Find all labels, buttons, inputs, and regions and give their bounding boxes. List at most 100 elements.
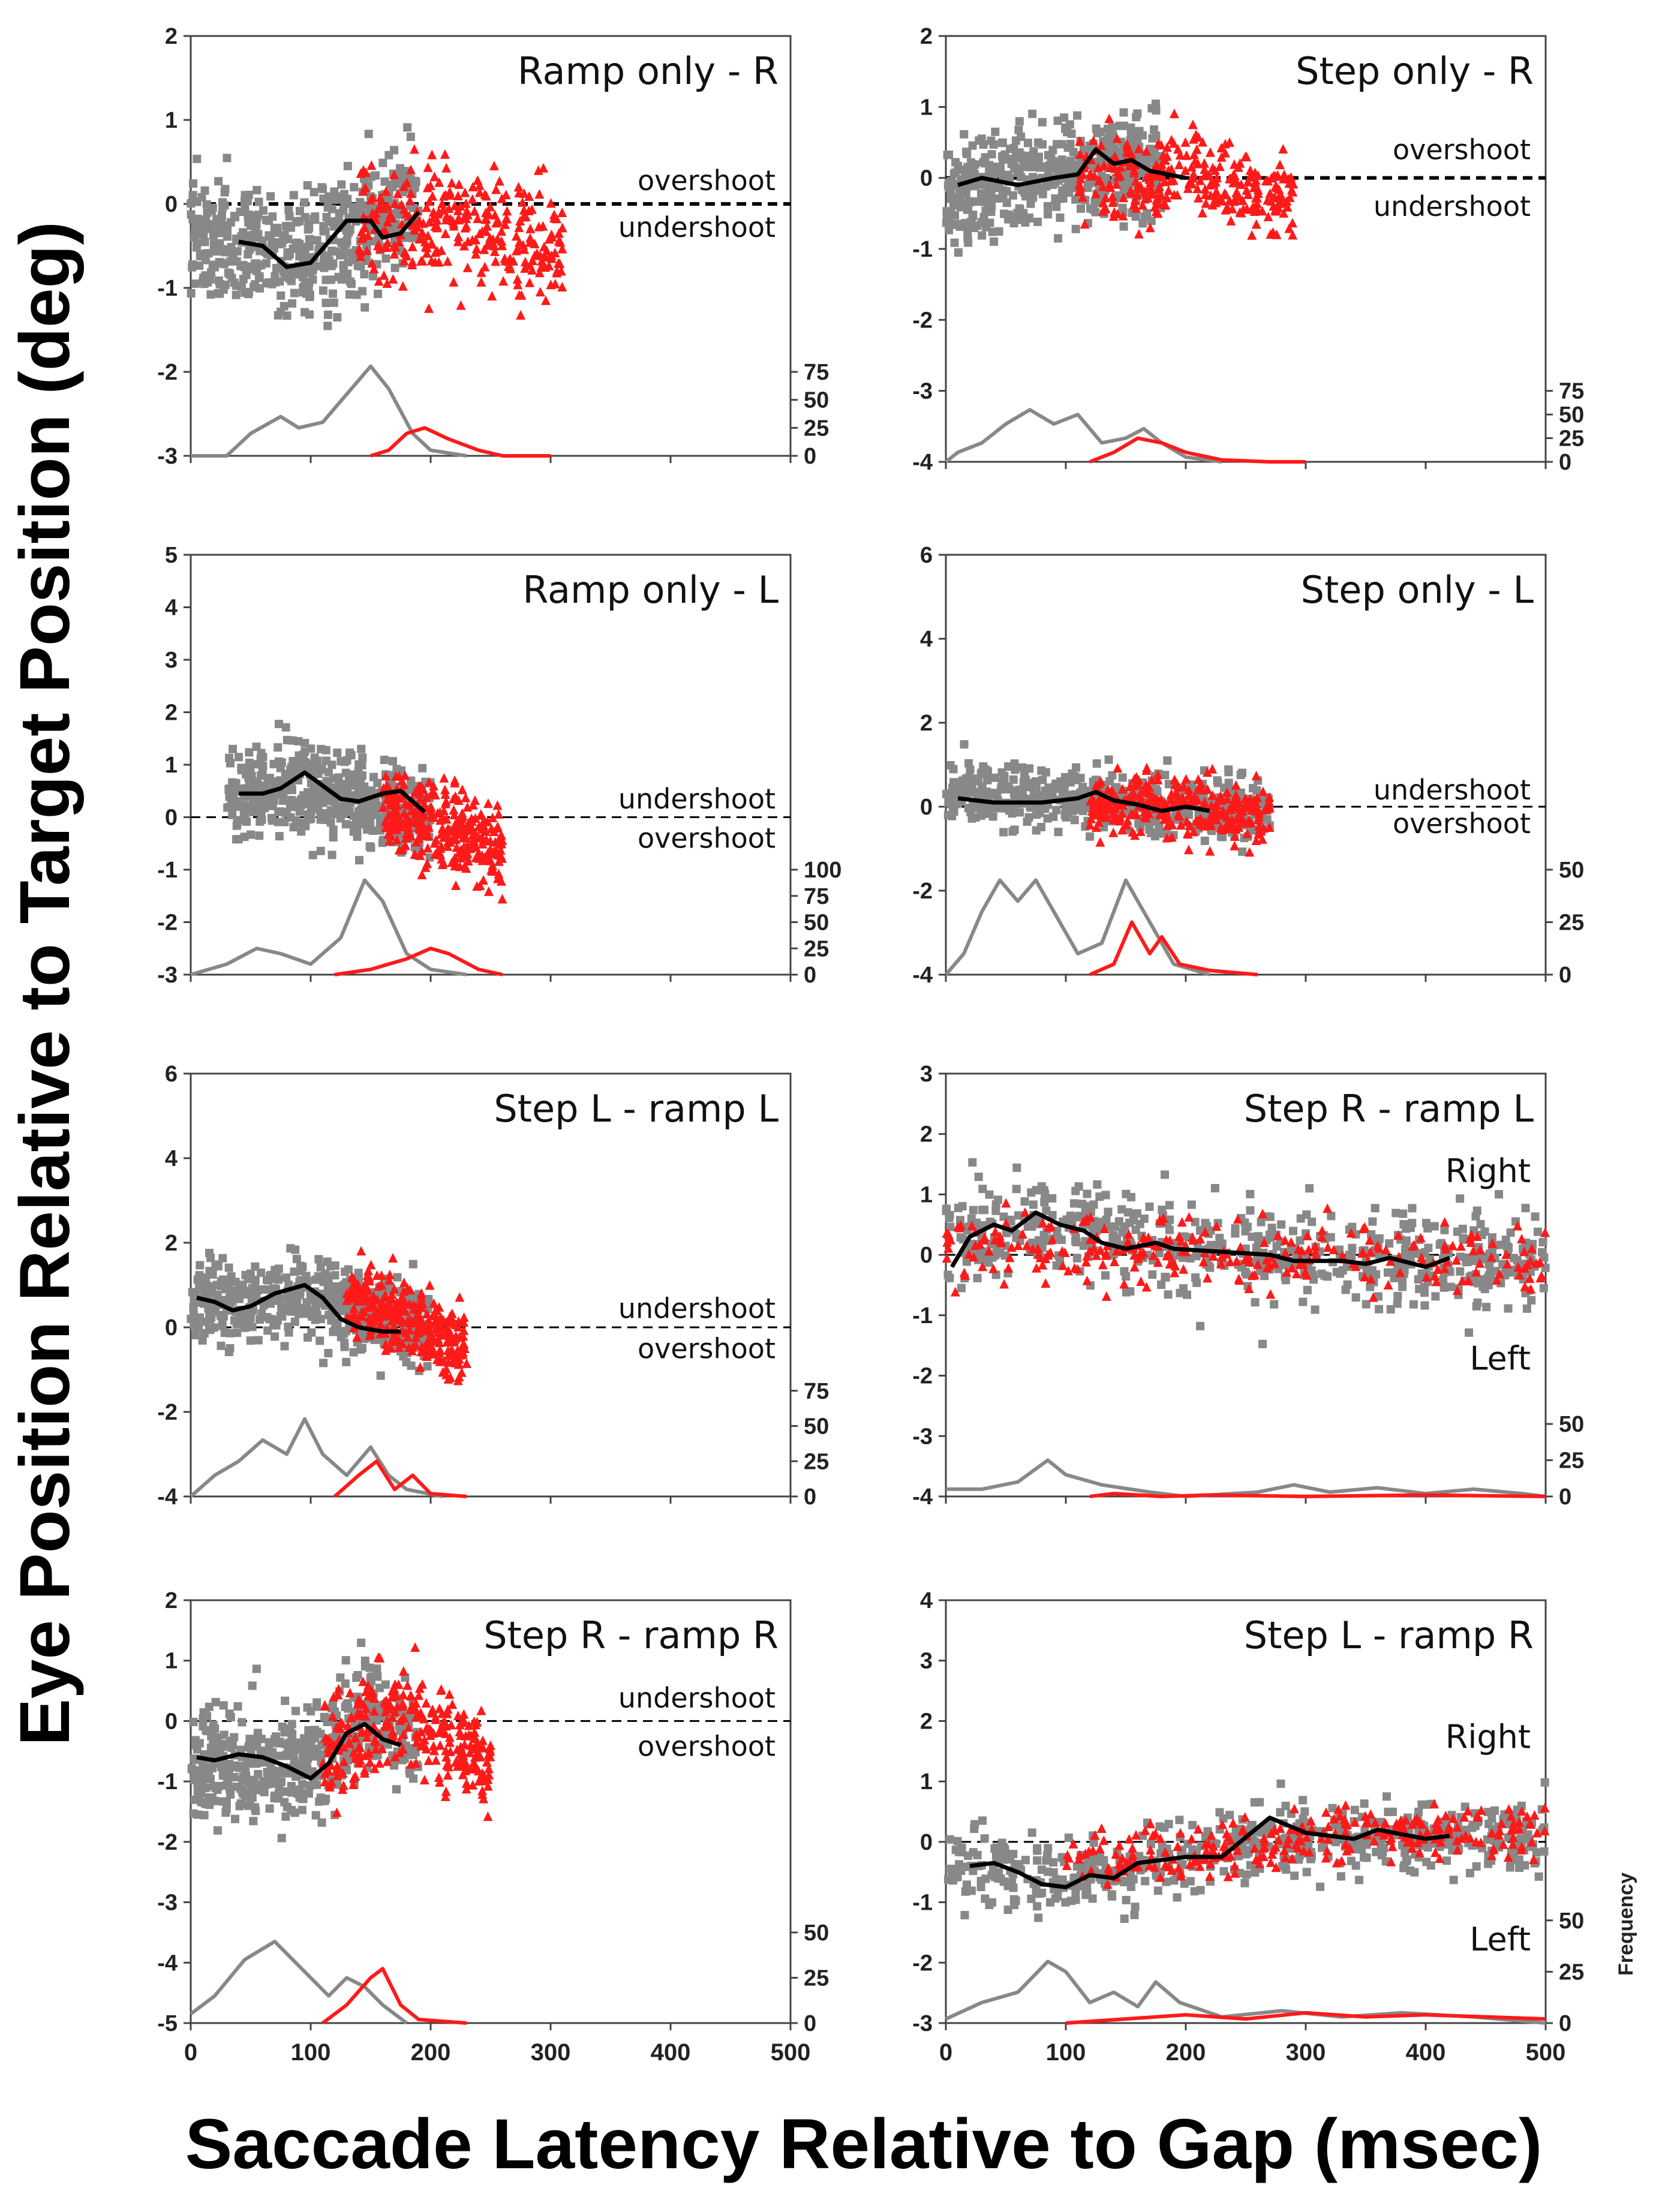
red-point	[424, 303, 434, 313]
gray-point	[1118, 773, 1127, 782]
gray-point	[1196, 1321, 1205, 1330]
red-point	[1278, 143, 1288, 154]
gray-point	[321, 746, 330, 755]
red-point	[1169, 109, 1179, 119]
red-point	[1243, 176, 1253, 187]
gray-point	[955, 199, 964, 208]
gray-point	[360, 270, 369, 279]
plot-frame	[190, 35, 792, 457]
gray-point	[282, 1273, 291, 1282]
red-point	[449, 218, 459, 228]
red-point	[1279, 208, 1289, 218]
gray-point	[949, 169, 958, 178]
gray-point	[266, 232, 275, 241]
panel-title: Step L - ramp L	[494, 1087, 779, 1131]
gray-point	[1440, 1225, 1449, 1234]
gray-point	[1302, 1210, 1311, 1219]
gray-point	[356, 772, 365, 781]
gray-point	[1531, 1212, 1540, 1221]
red-point	[1200, 184, 1210, 194]
gray-point	[987, 150, 996, 159]
gray-point	[303, 181, 312, 190]
gray-point	[371, 798, 380, 807]
red-point	[1266, 229, 1276, 239]
gray-point	[273, 223, 282, 232]
gray-point	[297, 1304, 306, 1313]
gray-point	[328, 289, 337, 298]
red-point	[539, 241, 549, 251]
gray-point	[202, 200, 211, 209]
gray-point	[321, 756, 330, 765]
gray-point	[280, 818, 289, 827]
red-point	[470, 206, 480, 216]
plot-frame	[190, 1072, 792, 1498]
red-point	[357, 232, 368, 242]
y-tick-label: 1	[165, 108, 178, 133]
gray-point	[1420, 1288, 1429, 1297]
y-tick-label: 2	[920, 24, 933, 49]
gray-point	[390, 263, 399, 272]
red-point	[424, 217, 434, 227]
gray-point	[963, 205, 972, 214]
gray-point	[316, 846, 325, 855]
red-point	[1162, 193, 1172, 203]
gray-point	[1154, 829, 1163, 838]
gray-point	[305, 223, 314, 232]
red-point	[1248, 202, 1258, 212]
gray-point	[978, 231, 987, 240]
red-point	[557, 281, 567, 291]
red-point	[520, 257, 530, 267]
red-point	[1266, 196, 1276, 206]
red-point	[1226, 215, 1236, 226]
gray-point	[206, 290, 215, 299]
gray-point	[269, 796, 278, 805]
red-point	[534, 268, 545, 278]
red-point	[1136, 1276, 1146, 1286]
red-point	[505, 262, 515, 272]
red-point	[380, 241, 390, 251]
gray-point	[1375, 1305, 1384, 1314]
gray-point	[973, 221, 982, 230]
gray-point	[1252, 1243, 1261, 1252]
gray-point	[966, 158, 975, 167]
freq-tick-label: 50	[1559, 402, 1584, 428]
gray-point	[226, 1329, 235, 1338]
gray-point	[268, 239, 277, 248]
gray-point	[296, 1261, 305, 1270]
red-point	[451, 880, 461, 890]
red-point	[1173, 144, 1183, 154]
red-point	[417, 256, 428, 266]
red-point	[393, 188, 403, 199]
gray-point	[1070, 775, 1079, 784]
gray-point	[288, 756, 297, 765]
y-tick-label: -2	[157, 360, 178, 385]
gray-point	[337, 180, 346, 189]
gray-point	[1073, 111, 1082, 120]
gray-point	[1527, 1296, 1536, 1305]
red-point	[546, 198, 556, 208]
gray-point	[1063, 143, 1072, 152]
gray-point	[1037, 822, 1046, 831]
gray-point	[1026, 199, 1035, 208]
red-point	[519, 188, 529, 198]
red-point	[388, 274, 398, 284]
gray-point	[308, 266, 317, 275]
red-point	[385, 209, 395, 220]
gray-point	[1013, 209, 1022, 218]
gray-point	[223, 803, 232, 812]
red-point	[1198, 137, 1208, 147]
gray-point	[1393, 1299, 1402, 1308]
red-point	[502, 214, 512, 224]
y-tick-label: 0	[165, 806, 178, 831]
gray-point	[368, 806, 377, 815]
gray-point	[353, 828, 362, 837]
red-point	[449, 276, 459, 287]
gray-point	[403, 123, 412, 132]
red-point	[1197, 208, 1207, 218]
red-point	[1001, 1198, 1011, 1208]
red-point	[527, 204, 537, 214]
red-point	[1251, 175, 1261, 185]
red-point	[462, 262, 473, 272]
gray-point	[195, 1279, 204, 1288]
